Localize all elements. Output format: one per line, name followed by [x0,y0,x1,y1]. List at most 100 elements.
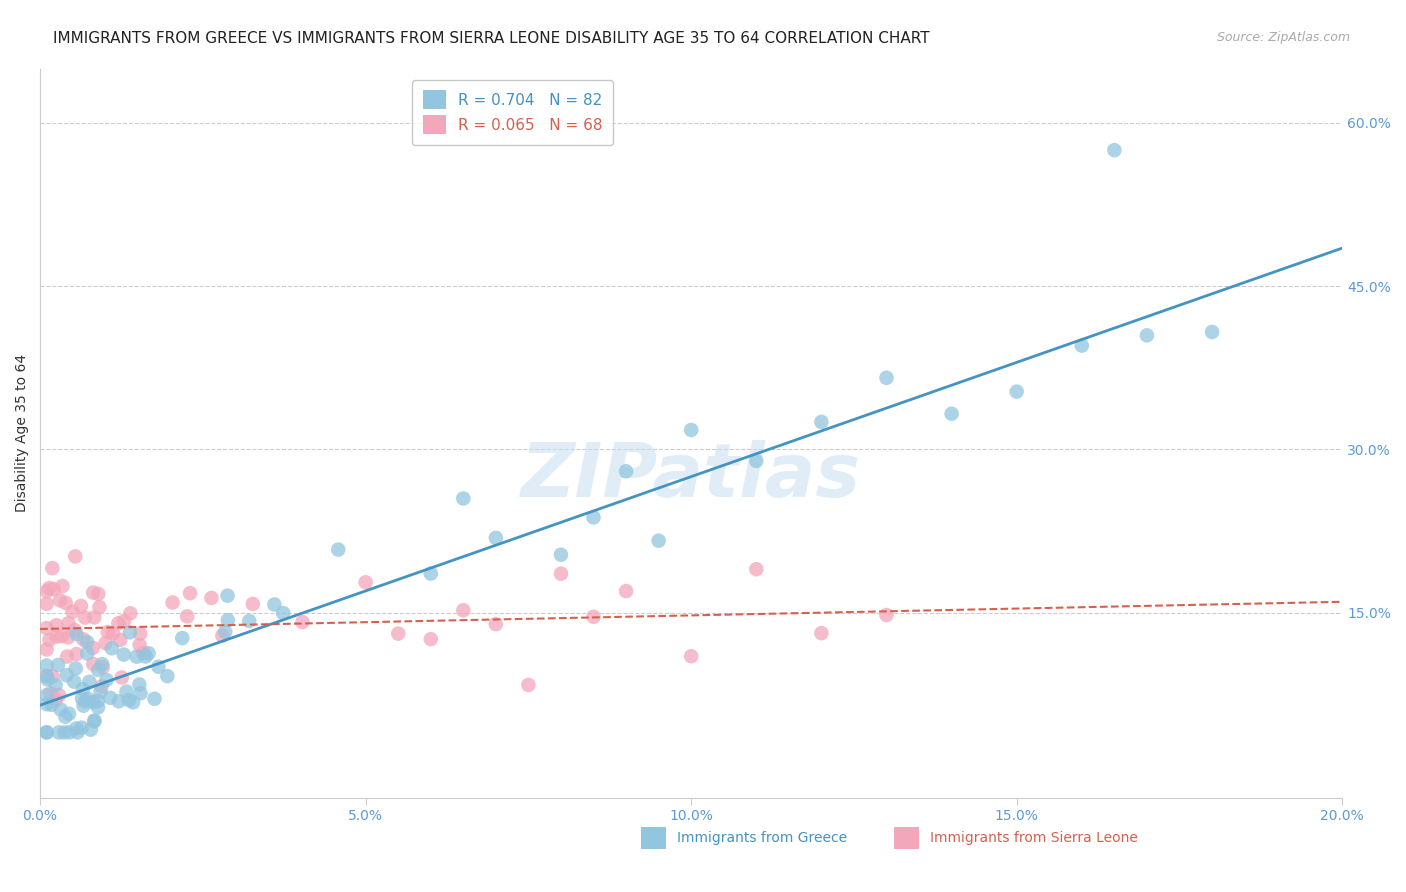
Point [72,632,94,647]
Point [107,616,129,631]
Point [65,627,87,641]
Point [485,617,508,632]
Point [128,677,150,691]
Point [65,647,87,661]
Point [115,684,138,698]
Point [45,630,67,644]
Point [77,692,100,706]
Point [70,691,93,706]
Point [73,610,96,624]
Point [179,586,201,600]
Point [101,641,124,656]
Point [143,691,166,706]
Point [96,673,118,687]
Point [41,669,63,683]
Point [58,616,80,631]
Point [35,658,58,673]
Point [1136,328,1159,343]
Point [614,584,637,599]
Point [91,660,114,674]
Point [46,657,69,672]
Point [118,625,141,640]
Point [35,669,58,683]
Point [35,597,58,611]
Point [94,636,117,650]
Point [76,635,98,649]
Point [80,723,103,737]
Point [111,671,134,685]
Point [217,613,239,627]
Point [550,548,572,562]
Point [647,533,669,548]
Point [82,657,104,672]
Point [217,589,239,603]
Point [89,600,111,615]
Point [39,686,62,700]
Point [75,694,97,708]
Point [70,721,93,735]
Point [62,605,84,619]
Point [419,632,441,647]
Point [810,415,832,429]
Point [118,693,141,707]
Point [58,706,80,721]
Point [87,587,110,601]
Point [35,725,58,739]
Point [876,371,898,385]
Point [238,614,260,628]
Point [328,542,350,557]
Point [1070,338,1092,352]
Point [745,454,768,468]
Point [63,674,86,689]
Point [58,725,80,739]
Point [97,625,120,640]
Point [485,531,508,545]
Point [53,725,76,739]
Point [87,663,110,677]
Point [112,614,135,628]
Point [98,690,121,705]
Point [53,710,76,724]
Point [38,632,60,647]
Point [453,491,475,506]
Point [79,674,101,689]
Point [419,566,441,581]
Point [941,407,963,421]
Point [129,686,152,700]
Point [55,668,77,682]
Point [63,623,86,637]
Point [82,585,104,599]
Point [128,638,150,652]
Point [83,610,105,624]
Point [681,649,703,664]
Point [35,697,58,711]
Point [39,698,62,712]
Point [82,640,104,655]
Point [82,695,104,709]
Point [200,591,222,605]
Point [35,688,58,702]
Point [176,609,198,624]
Point [49,593,72,607]
Point [56,631,79,645]
Text: Immigrants from Greece: Immigrants from Greece [678,831,848,845]
Point [37,673,59,687]
Point [1201,325,1223,339]
Point [45,678,67,692]
Point [87,694,110,708]
Point [681,423,703,437]
Text: IMMIGRANTS FROM GREECE VS IMMIGRANTS FROM SIERRA LEONE DISABILITY AGE 35 TO 64 C: IMMIGRANTS FROM GREECE VS IMMIGRANTS FRO… [53,31,929,46]
Point [101,626,124,640]
Point [745,562,768,576]
Point [387,626,409,640]
Point [876,608,898,623]
Point [56,649,79,664]
Point [89,685,111,699]
Point [70,599,93,613]
Text: Immigrants from Sierra Leone: Immigrants from Sierra Leone [931,831,1137,845]
Point [517,678,540,692]
Point [48,688,70,702]
Point [162,595,184,609]
Point [35,584,58,599]
Point [156,669,179,683]
